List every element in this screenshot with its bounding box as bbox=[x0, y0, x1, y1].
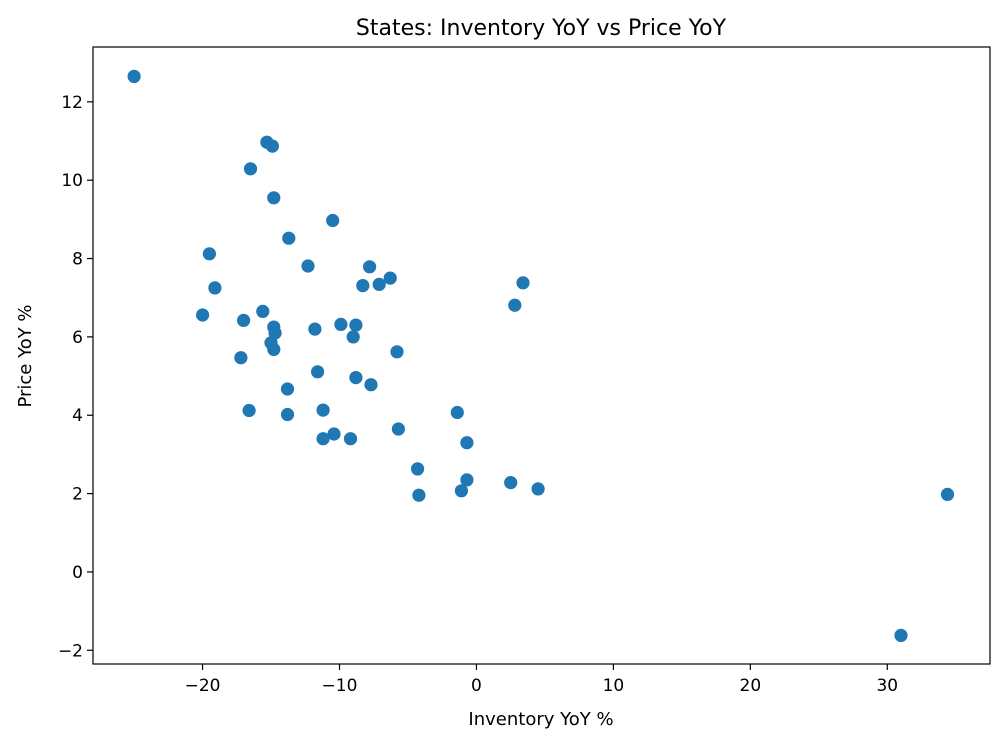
data-point bbox=[349, 371, 363, 385]
data-point bbox=[127, 69, 141, 83]
plot-frame bbox=[92, 46, 991, 665]
data-point bbox=[311, 365, 325, 379]
x-tick-label: 0 bbox=[471, 676, 482, 696]
data-point bbox=[242, 403, 256, 418]
data-point bbox=[383, 271, 397, 285]
data-point bbox=[516, 276, 530, 290]
y-tick-label: 0 bbox=[72, 563, 83, 583]
y-axis-label: Price YoY % bbox=[15, 304, 36, 407]
y-tick-label: 6 bbox=[72, 328, 83, 348]
x-tick-label: −10 bbox=[322, 676, 358, 696]
data-point bbox=[234, 351, 248, 365]
data-point bbox=[940, 487, 955, 501]
data-point bbox=[363, 260, 377, 274]
x-tick-label: 30 bbox=[876, 676, 898, 696]
data-point bbox=[343, 432, 358, 446]
x-tick-label: 20 bbox=[740, 676, 762, 696]
data-point bbox=[237, 313, 251, 327]
data-point bbox=[267, 191, 281, 205]
x-tick-label: 10 bbox=[603, 676, 625, 696]
data-point bbox=[411, 462, 425, 476]
data-point bbox=[372, 277, 386, 291]
data-point bbox=[504, 476, 518, 490]
data-point bbox=[531, 482, 545, 496]
y-tick-label: 2 bbox=[72, 485, 83, 505]
data-point bbox=[364, 378, 378, 392]
data-point bbox=[202, 247, 216, 261]
data-point bbox=[280, 407, 295, 422]
data-point bbox=[412, 488, 426, 502]
data-point bbox=[301, 259, 315, 273]
x-tick-label: −20 bbox=[185, 676, 221, 696]
data-point bbox=[265, 139, 279, 153]
data-point bbox=[391, 422, 405, 436]
data-point bbox=[349, 318, 363, 332]
data-point bbox=[256, 304, 270, 318]
data-point bbox=[280, 382, 295, 396]
data-point bbox=[282, 231, 296, 245]
data-point bbox=[326, 213, 340, 228]
chart-title: States: Inventory YoY vs Price YoY bbox=[356, 16, 727, 41]
data-point bbox=[308, 322, 322, 336]
y-tick-label: 10 bbox=[61, 171, 83, 191]
data-point bbox=[243, 162, 258, 176]
data-point bbox=[450, 405, 464, 420]
y-tick-label: −2 bbox=[58, 641, 83, 661]
data-point bbox=[508, 298, 522, 312]
data-point bbox=[454, 484, 468, 498]
data-point bbox=[460, 473, 474, 487]
data-point bbox=[894, 628, 908, 643]
data-point bbox=[460, 436, 474, 450]
data-point bbox=[267, 342, 281, 356]
data-point bbox=[356, 279, 370, 293]
y-tick-label: 4 bbox=[72, 406, 83, 426]
data-point bbox=[196, 308, 210, 322]
data-point bbox=[390, 345, 404, 359]
y-tick-label: 8 bbox=[72, 250, 83, 270]
data-point bbox=[316, 432, 330, 446]
data-point bbox=[208, 281, 222, 295]
x-axis-label: Inventory YoY % bbox=[468, 709, 613, 730]
data-point bbox=[334, 317, 348, 331]
data-point bbox=[327, 427, 341, 441]
points-layer bbox=[127, 69, 955, 643]
data-point bbox=[316, 403, 330, 417]
data-point bbox=[346, 330, 360, 344]
y-tick-label: 12 bbox=[61, 93, 83, 113]
